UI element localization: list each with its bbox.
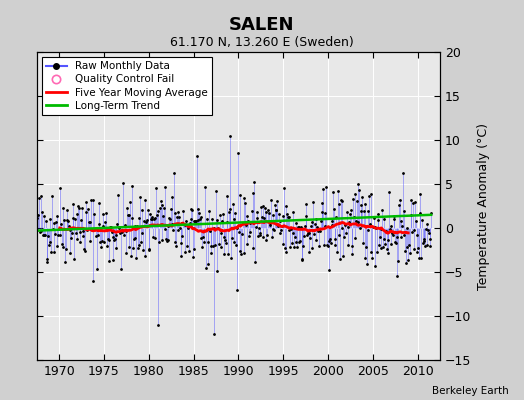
- Text: Berkeley Earth: Berkeley Earth: [432, 386, 508, 396]
- Text: SALEN: SALEN: [230, 16, 294, 34]
- Y-axis label: Temperature Anomaly (°C): Temperature Anomaly (°C): [477, 122, 490, 290]
- Legend: Raw Monthly Data, Quality Control Fail, Five Year Moving Average, Long-Term Tren: Raw Monthly Data, Quality Control Fail, …: [42, 57, 212, 115]
- Text: 61.170 N, 13.260 E (Sweden): 61.170 N, 13.260 E (Sweden): [170, 36, 354, 49]
